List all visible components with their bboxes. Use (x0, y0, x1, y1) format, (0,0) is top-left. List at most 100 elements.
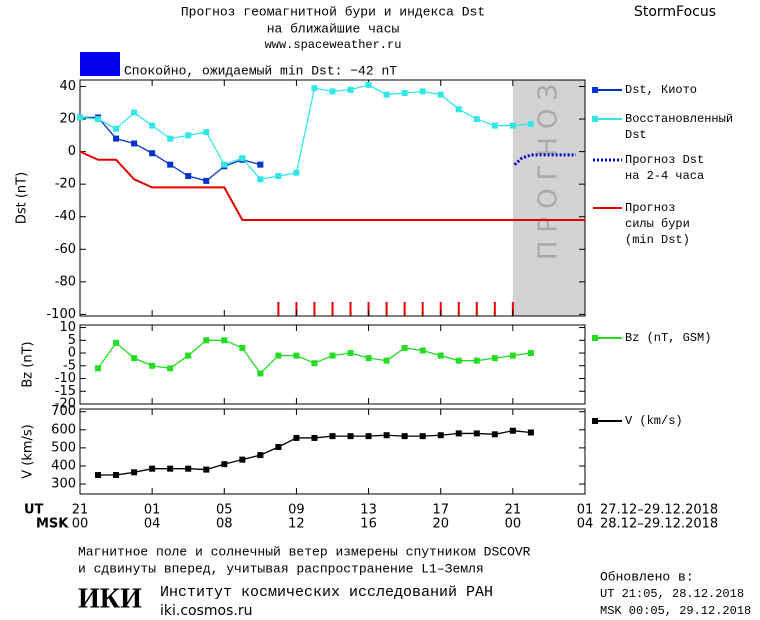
data-point (95, 472, 102, 479)
data-point (113, 472, 120, 479)
data-point (329, 88, 336, 95)
data-point (131, 109, 138, 116)
title: Прогноз геомагнитной бури и индекса Dst (181, 4, 485, 19)
data-point (401, 433, 408, 440)
y-axis-title: Dst (nT) (15, 172, 30, 224)
data-point (167, 465, 174, 472)
data-point (239, 344, 246, 351)
x-tick-label: 20 (432, 517, 449, 532)
data-point (455, 357, 462, 364)
note: Магнитное поле и солнечный ветер измерен… (78, 544, 531, 559)
data-point (491, 431, 498, 438)
y-tick-label: 500 (51, 440, 76, 455)
legend-label: Bz (nT, GSM) (625, 331, 711, 345)
data-point (419, 433, 426, 440)
series-line (80, 116, 261, 182)
legend-line: Dst, Киото (625, 83, 697, 97)
y-tick-label: 300 (51, 477, 76, 492)
plot-frame (79, 324, 586, 405)
data-point (149, 465, 156, 472)
data-point (203, 129, 210, 136)
data-point (113, 125, 120, 132)
data-point (383, 432, 390, 439)
updated-label: Обновлено в: (600, 569, 694, 584)
data-point (149, 122, 156, 129)
legend-line: Прогноз Dst (625, 153, 704, 167)
brand: StormFocus (634, 4, 716, 20)
x-tick-label: 05 (216, 503, 233, 518)
legend-marker (592, 116, 598, 122)
data-point (365, 81, 372, 88)
legend-marker (592, 418, 598, 424)
data-point (383, 357, 390, 364)
x-tick-label: 00 (72, 517, 89, 532)
status-indicator (80, 52, 120, 76)
y-tick-label: 0 (68, 346, 76, 361)
x-tick-label: 04 (577, 517, 594, 532)
data-point (293, 434, 300, 441)
site: www.spaceweather.ru (265, 38, 402, 52)
series-line (79, 84, 531, 180)
data-point (221, 337, 228, 344)
data-point (401, 344, 408, 351)
legend-line: Прогноз (625, 201, 675, 215)
data-point (77, 114, 83, 121)
data-point (329, 433, 336, 440)
y-axis-title: V (km/s) (21, 424, 36, 479)
y-tick-label: -20 (55, 177, 76, 192)
legend-line: Bz (nT, GSM) (625, 331, 711, 345)
y-tick-label: 0 (68, 144, 76, 159)
data-point (185, 465, 192, 472)
y-tick-label: -100 (46, 307, 76, 322)
data-point (455, 106, 462, 113)
y-tick-label: -40 (55, 209, 76, 224)
y-tick-label: 40 (59, 79, 76, 94)
legend-marker (592, 335, 598, 341)
data-point (131, 140, 138, 147)
y-tick-label: -10 (55, 371, 76, 386)
status-text: Спокойно, ожидаемый min Dst: −42 nT (124, 63, 397, 78)
y-tick-label: 20 (59, 112, 76, 127)
date-range: 28.12–29.12.2018 (600, 517, 718, 532)
data-point (473, 430, 480, 437)
updated-msk: MSK 00:05, 29.12.2018 (600, 604, 751, 618)
data-point (329, 352, 336, 359)
x-tick-label: 01 (577, 503, 594, 518)
url: iki.cosmos.ru (160, 603, 252, 619)
data-point (311, 434, 318, 441)
x-tick-label: 13 (360, 503, 377, 518)
legend-line: V (km/s) (625, 414, 683, 428)
y-tick-label: -5 (63, 358, 76, 373)
data-point (527, 120, 534, 127)
note: и сдвинуты вперед, учитывая распростране… (78, 561, 484, 576)
x-tick-label: 04 (144, 517, 161, 532)
y-tick-label: 700 (51, 404, 76, 419)
data-point (401, 90, 408, 97)
data-point (95, 365, 102, 372)
data-point (455, 430, 462, 437)
data-point (473, 116, 480, 123)
x-tick-label: 00 (505, 517, 522, 532)
series-line (97, 339, 531, 375)
data-point (239, 456, 246, 463)
data-point (221, 161, 228, 168)
data-point (113, 135, 120, 142)
x-tick-label: 17 (432, 503, 449, 518)
legend-line: Восстановленный (625, 112, 733, 126)
y-tick-label: 600 (51, 422, 76, 437)
legend-line: на 2-4 часа (625, 169, 704, 183)
forecast-region (512, 80, 585, 316)
institute: Институт космических исследований РАН (160, 584, 493, 601)
data-point (275, 352, 282, 359)
data-point (347, 433, 354, 440)
data-point (347, 350, 354, 357)
data-point (221, 461, 228, 468)
x-axis-title: MSK (36, 517, 69, 532)
date-range: 27.12–29.12.2018 (600, 503, 718, 518)
y-tick-label: -80 (55, 274, 76, 289)
y-axis-title: Bz (nT) (21, 341, 36, 387)
y-tick-label: -60 (55, 242, 76, 257)
data-point (509, 122, 516, 129)
legend-label: V (km/s) (625, 414, 683, 428)
